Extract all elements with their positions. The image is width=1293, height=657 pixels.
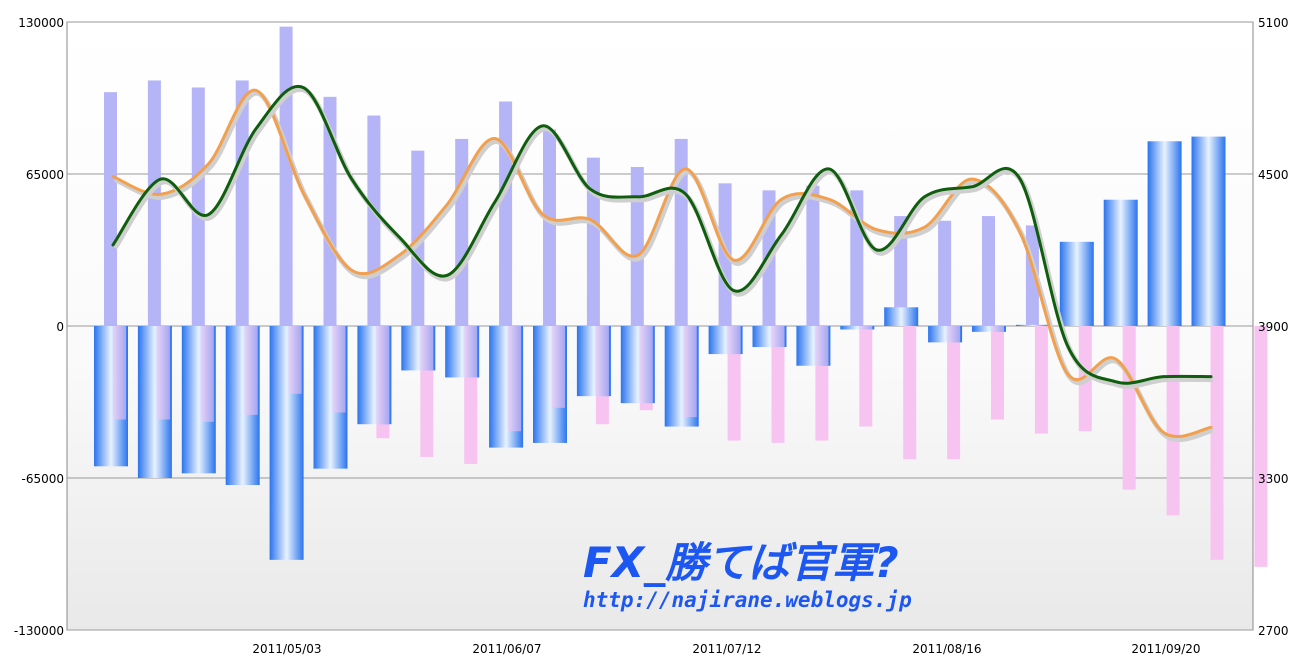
blue-bar <box>840 326 875 330</box>
pink-bar-overlay <box>552 326 565 408</box>
pink-bar <box>991 326 1004 420</box>
lavender-bar <box>455 138 469 326</box>
right-tick-label: 3300 <box>1258 472 1289 486</box>
line-series <box>111 84 1214 443</box>
x-tick-label: 2011/07/12 <box>692 642 761 656</box>
pink-bar-overlay <box>771 326 785 348</box>
left-axis-labels: 130000 65000 0 -65000 -130000 <box>14 16 64 638</box>
pink-bar-overlay <box>156 326 170 420</box>
lavender-bar <box>323 96 337 326</box>
x-tick-label: 2011/09/20 <box>1131 642 1200 656</box>
pink-bar <box>1254 326 1268 567</box>
pink-bar-overlay <box>288 326 302 394</box>
pink-bar <box>859 326 873 427</box>
pink-bar <box>771 326 785 443</box>
left-tick-label: 65000 <box>26 168 64 182</box>
blue-bar <box>884 307 919 326</box>
pink-bar-overlay <box>332 326 346 413</box>
pink-bar-overlay <box>859 326 873 330</box>
pink-bar-overlay <box>595 326 609 397</box>
pink-bar-overlay <box>815 326 829 366</box>
blue-bar <box>1015 324 1050 326</box>
watermark-title: FX_勝てば官軍? <box>583 538 899 587</box>
pink-bar-overlay <box>464 326 478 378</box>
left-tick-label: -130000 <box>14 624 64 638</box>
lavender-bar <box>235 80 249 326</box>
green-line <box>111 84 1213 385</box>
pink-bar <box>903 326 917 460</box>
pink-bar-overlay <box>991 326 1004 332</box>
lavender-bar <box>104 92 117 327</box>
pink-bar-overlay <box>113 326 126 420</box>
pink-bar <box>1034 326 1048 434</box>
pink-bar <box>1166 326 1180 516</box>
left-tick-label: -65000 <box>21 472 64 486</box>
lavender-bar-series <box>104 26 1215 327</box>
right-tick-label: 3900 <box>1258 320 1289 334</box>
gridlines <box>67 21 1253 631</box>
lavender-bar <box>938 220 952 326</box>
blue-bar <box>1191 136 1226 326</box>
right-tick-label: 4500 <box>1258 168 1289 182</box>
lavender-bar <box>982 216 995 326</box>
pink-bar-overlay <box>420 326 434 371</box>
blue-bar <box>1147 141 1182 326</box>
watermark-url: http://najirane.weblogs.jp <box>583 588 912 612</box>
pink-bar <box>1122 326 1136 490</box>
x-tick-label: 2011/06/07 <box>472 642 541 656</box>
pink-bar <box>727 326 741 441</box>
left-tick-label: 130000 <box>18 16 64 30</box>
right-axis-labels: 5100 4500 3900 3300 2700 <box>1258 16 1289 638</box>
pink-bar-overlay <box>244 326 258 415</box>
x-axis-labels: 2011/05/03 2011/06/07 2011/07/12 2011/08… <box>252 642 1200 656</box>
lavender-bar <box>806 185 820 326</box>
right-tick-label: 5100 <box>1258 16 1289 30</box>
pink-bar-overlay <box>639 326 653 404</box>
pink-bar-overlay <box>376 326 390 425</box>
x-tick-label: 2011/05/03 <box>252 642 321 656</box>
lavender-bar <box>279 26 293 327</box>
orange-line <box>111 88 1213 439</box>
blue-bar <box>972 326 1006 332</box>
lavender-bar <box>586 157 600 326</box>
lavender-bar <box>543 129 556 326</box>
pink-bar-overlay <box>683 326 697 418</box>
blue-bar <box>1103 199 1138 326</box>
pink-bar-overlay <box>727 326 741 355</box>
blue-bar-series <box>94 136 1226 560</box>
lavender-bar <box>191 87 205 326</box>
pink-bar-overlay <box>508 326 522 432</box>
lavender-bar <box>147 80 161 326</box>
pink-bar <box>947 326 961 460</box>
lavender-bar <box>674 138 688 326</box>
pink-bar-overlay <box>200 326 214 422</box>
pink-bar <box>1210 326 1224 560</box>
blue-bar <box>1059 241 1094 326</box>
lavender-bar <box>367 115 381 327</box>
lavender-bar <box>630 166 644 326</box>
lavender-bar <box>499 101 513 326</box>
x-tick-label: 2011/08/16 <box>912 642 981 656</box>
pink-bar-overlay <box>947 326 961 343</box>
right-tick-label: 2700 <box>1258 624 1289 638</box>
left-tick-label: 0 <box>56 320 64 334</box>
